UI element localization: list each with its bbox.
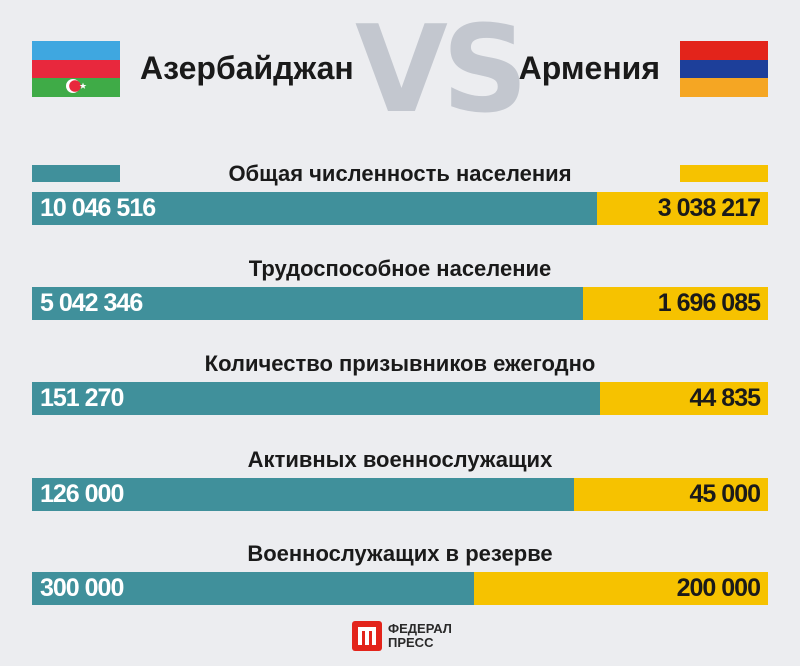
- bar-azerbaijan: 5 042 346: [32, 287, 583, 320]
- value-label-armenia: 3 038 217: [657, 194, 761, 222]
- bar-armenia: 3 038 217: [597, 192, 768, 225]
- armenia-flag: [680, 41, 768, 97]
- value-label-armenia: 200 000: [676, 574, 761, 602]
- crescent-star-icon: [66, 78, 87, 93]
- azerbaijan-flag: [32, 41, 120, 97]
- federal-press-logo: ФЕДЕРАЛ ПРЕСС: [352, 619, 452, 653]
- logo-text: ФЕДЕРАЛ ПРЕСС: [388, 622, 452, 650]
- value-label-armenia: 45 000: [689, 480, 761, 508]
- federal-press-logo-icon: [352, 621, 382, 651]
- comparison-bar: 10 046 516 3 038 217: [32, 192, 768, 225]
- value-label-armenia: 44 835: [689, 384, 761, 412]
- value-label-azerbaijan: 126 000: [40, 480, 124, 508]
- logo-line-2: ПРЕСС: [388, 635, 434, 650]
- category-label: Общая численность населения: [228, 161, 572, 186]
- bar-azerbaijan: 126 000: [32, 478, 575, 511]
- comparison-bar: 300 000 200 000: [32, 572, 768, 605]
- value-label-azerbaijan: 151 270: [40, 384, 124, 412]
- flag-stripe-blue: [32, 41, 120, 60]
- bar-azerbaijan: 151 270: [32, 382, 600, 415]
- logo-line-1: ФЕДЕРАЛ: [388, 621, 452, 636]
- value-label-azerbaijan: 5 042 346: [40, 289, 143, 317]
- bar-azerbaijan: 10 046 516: [32, 192, 598, 225]
- comparison-bar: 126 000 45 000: [32, 478, 768, 511]
- legend-swatch-azerbaijan: [32, 165, 120, 182]
- value-label-armenia: 1 696 085: [657, 289, 761, 317]
- country-right-label: Армения: [518, 50, 660, 86]
- bar-armenia: 1 696 085: [582, 287, 768, 320]
- flag-stripe-red: [680, 41, 768, 60]
- category-label: Количество призывников ежегодно: [204, 351, 596, 376]
- bar-armenia: 45 000: [574, 478, 768, 511]
- country-left-label: Азербайджан: [140, 50, 354, 86]
- legend-swatch-armenia: [680, 165, 768, 182]
- category-label: Трудоспособное население: [248, 256, 552, 281]
- category-label: Активных военнослужащих: [247, 447, 553, 472]
- flag-stripe-red: [32, 59, 120, 93]
- vs-label: VS: [355, 1, 528, 140]
- bar-armenia: 44 835: [599, 382, 768, 415]
- value-label-azerbaijan: 300 000: [40, 574, 124, 602]
- comparison-bar: 151 270 44 835: [32, 382, 768, 415]
- bar-azerbaijan: 300 000: [32, 572, 474, 605]
- value-label-azerbaijan: 10 046 516: [40, 194, 156, 222]
- bar-armenia: 200 000: [473, 572, 768, 605]
- flag-stripe-orange: [680, 78, 768, 97]
- comparison-bar: 5 042 346 1 696 085: [32, 287, 768, 320]
- flag-stripe-blue: [680, 59, 768, 79]
- category-label: Военнослужащих в резерве: [247, 541, 553, 566]
